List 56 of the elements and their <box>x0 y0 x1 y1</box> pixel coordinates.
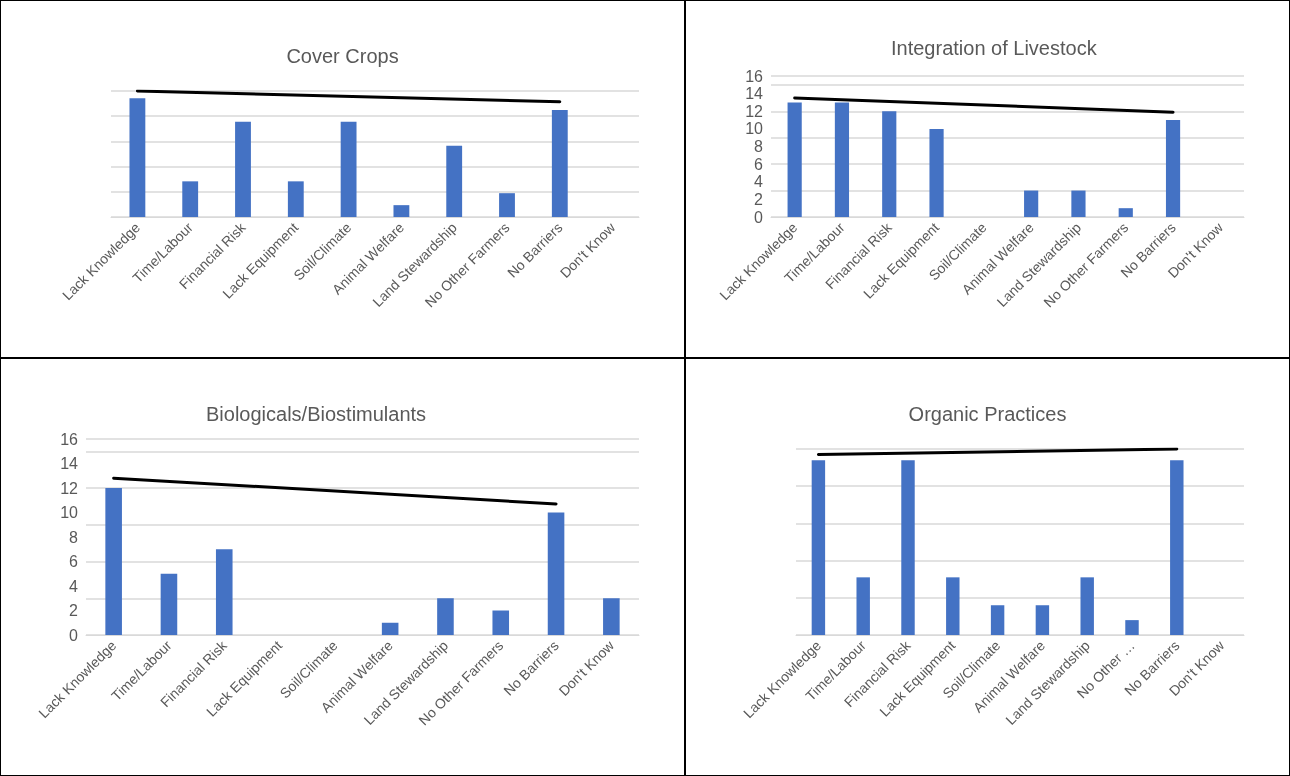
chart-title: Integration of Livestock <box>891 37 1098 59</box>
bar <box>1071 190 1086 217</box>
bar <box>787 102 802 217</box>
bar <box>990 605 1005 635</box>
y-tick-label: 14 <box>60 455 79 472</box>
bar <box>160 573 178 635</box>
y-tick-label: 10 <box>745 120 764 138</box>
bar <box>1024 190 1039 217</box>
y-tick-label: 6 <box>754 155 764 173</box>
y-tick-label: 4 <box>754 173 764 191</box>
y-tick-label: 8 <box>69 528 79 546</box>
bar <box>105 488 122 635</box>
bar <box>551 110 568 217</box>
bar <box>129 98 146 217</box>
y-tick-label: 4 <box>69 577 79 595</box>
y-tick-label: 8 <box>754 138 764 155</box>
y-tick-label: 12 <box>745 102 764 120</box>
y-tick-label: 2 <box>754 190 764 208</box>
bar <box>1080 577 1094 635</box>
bar <box>381 622 399 635</box>
bar <box>603 598 620 635</box>
bar <box>1165 120 1181 217</box>
bar <box>1170 460 1184 635</box>
y-tick-label: 10 <box>60 504 79 521</box>
y-tick-label: 16 <box>745 67 764 85</box>
bar <box>547 512 565 635</box>
bar <box>287 181 304 217</box>
bar <box>499 193 515 217</box>
bar <box>215 549 233 635</box>
y-tick-label: 6 <box>69 553 79 570</box>
bar <box>946 577 960 635</box>
bar <box>1125 620 1139 635</box>
bar <box>882 111 897 217</box>
y-tick-label: 0 <box>754 208 764 226</box>
bar <box>901 460 915 635</box>
bar <box>811 460 826 635</box>
bar <box>437 598 454 635</box>
chart-title: Biologicals/Biostimulants <box>206 403 427 425</box>
bar <box>235 121 251 217</box>
y-tick-label: 12 <box>60 479 79 497</box>
bar <box>446 145 463 217</box>
y-tick-label: 16 <box>60 430 79 448</box>
y-tick-label: 2 <box>69 602 79 619</box>
bar <box>1118 208 1133 217</box>
chart-title: Organic Practices <box>908 403 1067 425</box>
bar <box>1035 605 1050 635</box>
bar <box>340 121 357 217</box>
bar <box>856 577 870 635</box>
chart-title: Cover Crops <box>286 45 399 67</box>
bar <box>393 205 410 217</box>
y-tick-label: 0 <box>69 626 79 644</box>
bar <box>492 610 510 635</box>
bar <box>834 102 850 217</box>
y-tick-label: 14 <box>745 85 764 103</box>
bar <box>182 181 199 217</box>
bar <box>929 128 944 217</box>
